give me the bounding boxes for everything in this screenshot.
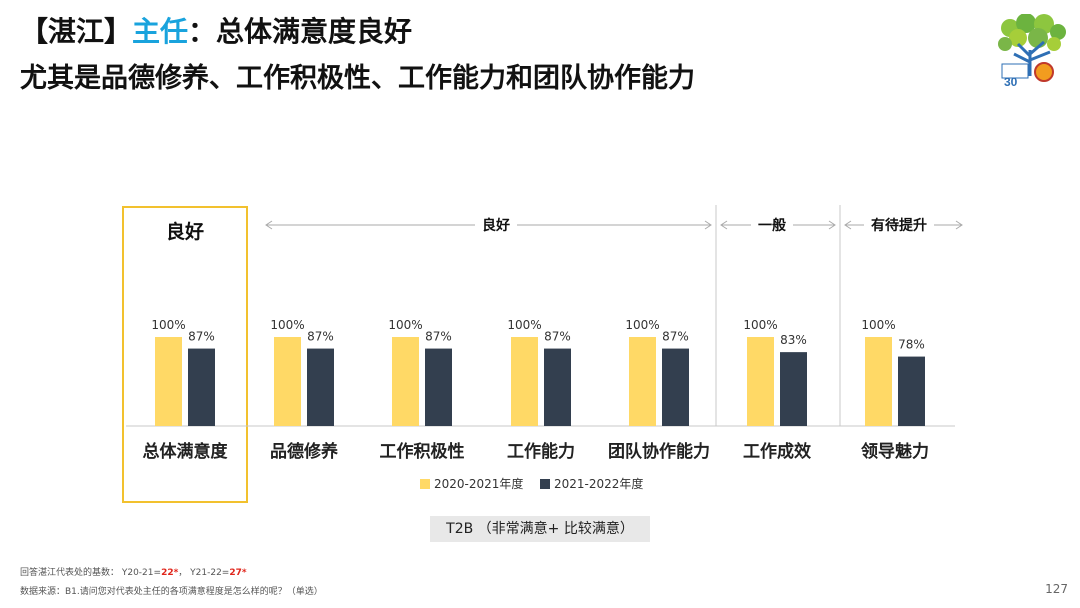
page-title: 【湛江】主任：总体满意度良好 xyxy=(20,10,412,50)
value-label-2-5: 87% xyxy=(662,330,689,344)
value-label-1-2: 100% xyxy=(270,318,304,332)
bar-1-5 xyxy=(629,337,656,426)
bar-2-4 xyxy=(544,348,571,426)
page-number: 127 xyxy=(1045,582,1068,596)
group-label-2: 良好 xyxy=(482,217,510,234)
bar-1-6 xyxy=(747,337,774,426)
svg-text:30: 30 xyxy=(1004,75,1018,88)
value-label-2-7: 78% xyxy=(898,338,925,352)
value-label-1-6: 100% xyxy=(743,318,777,332)
category-label-3: 工作积极性 xyxy=(380,441,465,462)
metric-label: T2B （非常满意+ 比较满意） xyxy=(430,516,650,542)
bar-2-2 xyxy=(307,348,334,426)
group-label-1: 良好 xyxy=(166,220,204,243)
legend-label-2: 2021-2022年度 xyxy=(554,476,643,491)
value-label-2-1: 87% xyxy=(188,330,215,344)
value-label-2-4: 87% xyxy=(544,330,571,344)
bar-1-4 xyxy=(511,337,538,426)
bar-2-3 xyxy=(425,348,452,426)
category-label-6: 工作成效 xyxy=(743,441,811,462)
arrow-left-icon xyxy=(844,220,852,230)
arrow-left-icon xyxy=(720,220,728,230)
title-prefix: 【湛江】 xyxy=(20,15,133,48)
category-label-7: 领导魅力 xyxy=(861,441,929,462)
bar-2-6 xyxy=(780,352,807,426)
value-label-1-3: 100% xyxy=(388,318,422,332)
category-label-5: 团队协作能力 xyxy=(608,441,710,462)
title-rest: ：总体满意度良好 xyxy=(188,15,413,48)
arrow-left-icon xyxy=(265,220,273,230)
value-label-2-2: 87% xyxy=(307,330,334,344)
footnote-source: 数据来源：B1.请问您对代表处主任的各项满意程度是怎么样的呢？（单选） xyxy=(20,587,323,597)
value-label-1-5: 100% xyxy=(625,318,659,332)
category-label-1: 总体满意度 xyxy=(143,441,229,462)
value-label-2-6: 83% xyxy=(780,333,807,347)
group-label-3: 一般 xyxy=(758,217,786,234)
value-label-2-3: 87% xyxy=(425,330,452,344)
arrow-right-icon xyxy=(955,220,963,230)
bar-2-7 xyxy=(898,356,925,426)
page-subtitle: 尤其是品德修养、工作积极性、工作能力和团队协作能力 xyxy=(20,63,695,94)
arrow-right-icon xyxy=(828,220,836,230)
bar-2-1 xyxy=(188,348,215,426)
value-label-1-1: 100% xyxy=(151,318,185,332)
bar-1-7 xyxy=(865,337,892,426)
legend-swatch-2 xyxy=(540,479,550,489)
legend-swatch-1 xyxy=(420,479,430,489)
bar-1-2 xyxy=(274,337,301,426)
arrow-right-icon xyxy=(704,220,712,230)
title-accent: 主任 xyxy=(132,15,189,48)
category-label-4: 工作能力 xyxy=(507,441,575,462)
bar-1-3 xyxy=(392,337,419,426)
legend-label-1: 2020-2021年度 xyxy=(434,476,523,491)
bar-1-1 xyxy=(155,337,182,426)
highlight-box xyxy=(122,206,248,503)
footnote-base: 回答湛江代表处的基数： Y20-21=22*， Y21-22=27* xyxy=(20,568,247,578)
bar-2-5 xyxy=(662,348,689,426)
value-label-1-7: 100% xyxy=(861,318,895,332)
group-label-4: 有待提升 xyxy=(871,217,927,234)
value-label-1-4: 100% xyxy=(507,318,541,332)
company-logo: 30 xyxy=(996,13,1068,89)
category-label-2: 品德修养 xyxy=(270,441,339,462)
